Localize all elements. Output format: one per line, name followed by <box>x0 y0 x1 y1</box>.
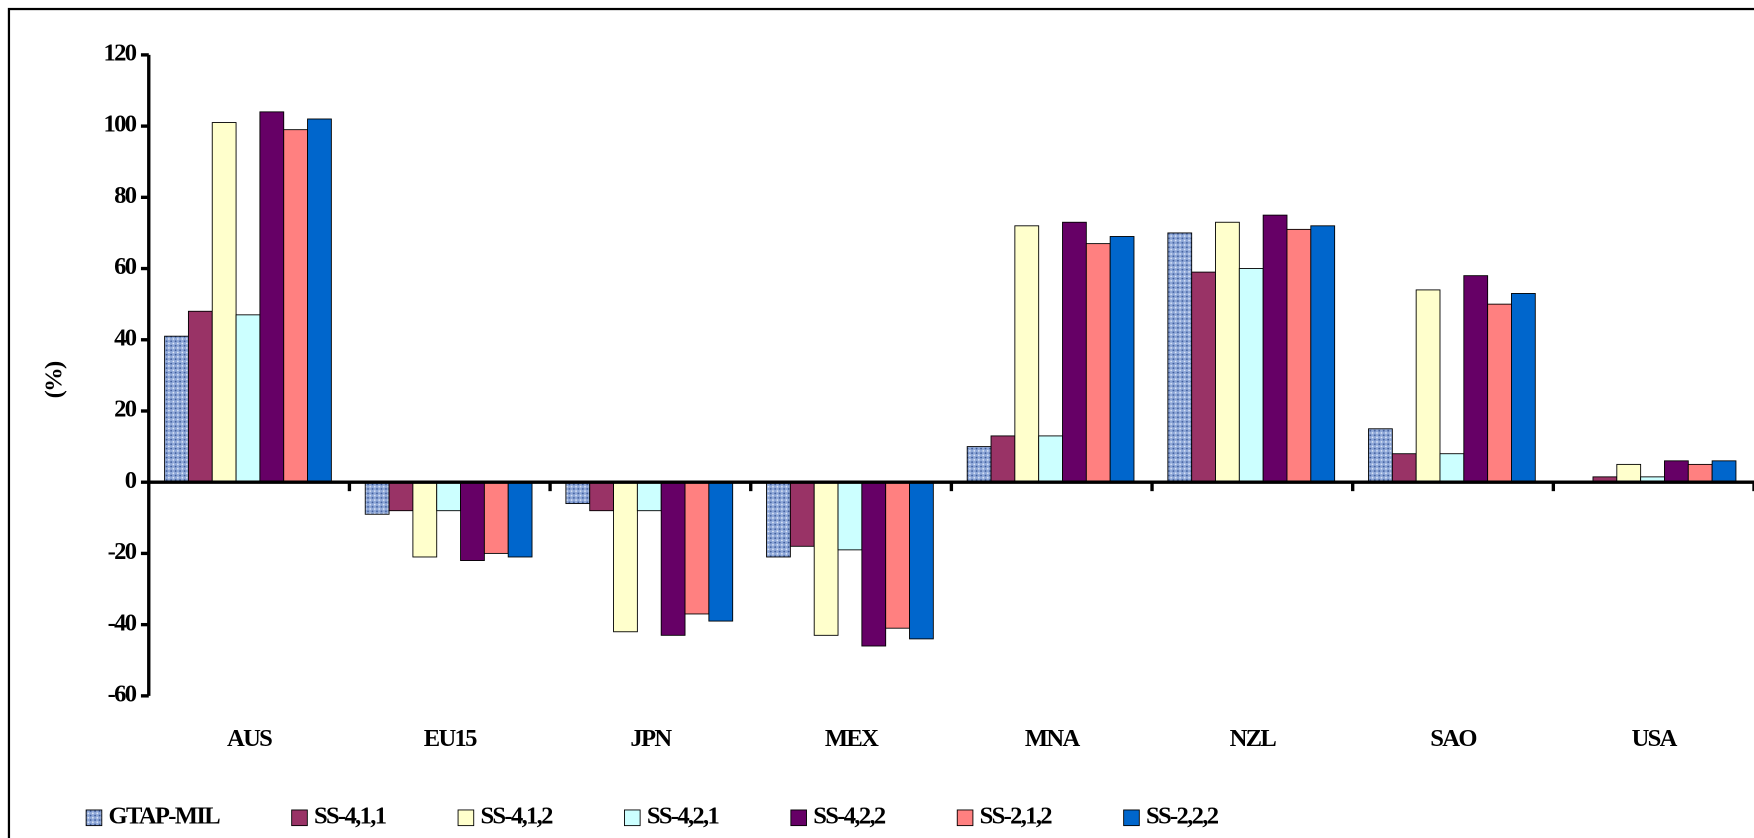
bar <box>1391 453 1417 483</box>
bar <box>1511 293 1536 483</box>
bar <box>885 481 910 629</box>
bar <box>1368 428 1393 483</box>
bar <box>589 481 614 512</box>
legend-label: SS-4,1,2 <box>480 802 553 829</box>
bar <box>460 481 485 561</box>
bar <box>1167 232 1193 483</box>
bar <box>909 481 934 640</box>
y-tick-label: 100 <box>103 111 136 138</box>
legend-label: SS-2,1,2 <box>980 802 1053 829</box>
y-tick-label: -40 <box>108 609 137 636</box>
bar <box>1310 225 1336 483</box>
legend-swatch <box>624 809 641 827</box>
bar <box>211 122 237 483</box>
y-tick-label: 20 <box>114 396 137 423</box>
legend-swatch <box>291 809 308 827</box>
bar <box>837 481 863 551</box>
bar <box>966 446 992 483</box>
bar <box>1687 463 1713 483</box>
bar <box>684 481 710 615</box>
legend-swatch <box>85 809 103 827</box>
bar <box>259 111 285 483</box>
bar <box>613 481 638 633</box>
bar <box>636 481 662 512</box>
y-tick-label: 60 <box>114 253 137 280</box>
legend-swatch <box>956 809 974 827</box>
x-tick-label: NZL <box>1230 725 1277 752</box>
legend-swatch <box>1123 809 1140 827</box>
bar <box>235 314 261 483</box>
y-tick-label: 80 <box>114 182 137 209</box>
legend-swatch <box>457 809 475 827</box>
bar <box>436 481 461 512</box>
bar <box>565 481 591 505</box>
bar <box>813 481 839 636</box>
bar <box>283 129 308 483</box>
bar <box>1616 463 1642 483</box>
bar <box>164 335 189 483</box>
bar <box>507 481 533 558</box>
bar <box>1191 271 1216 483</box>
bar <box>364 481 390 515</box>
bar <box>388 481 414 512</box>
legend-swatch <box>790 809 807 827</box>
y-tick-label: -20 <box>108 538 137 565</box>
y-axis-label: (%) <box>41 361 68 398</box>
bar <box>1215 221 1240 483</box>
bar <box>1014 225 1040 483</box>
y-tick-label: 120 <box>103 40 136 67</box>
bar <box>990 435 1016 483</box>
bar <box>861 481 887 647</box>
legend-label: GTAP-MIL <box>109 802 221 829</box>
bar <box>708 481 734 622</box>
x-tick-label: AUS <box>227 725 272 752</box>
bar <box>1238 268 1264 483</box>
bar <box>187 310 213 483</box>
x-tick-label: MEX <box>825 725 879 752</box>
legend-label: SS-2,2,2 <box>1146 802 1219 829</box>
bar <box>1109 236 1135 483</box>
bar <box>766 481 791 558</box>
bar <box>307 118 332 483</box>
bar <box>1085 243 1111 483</box>
bar <box>1038 435 1063 483</box>
bar <box>1487 303 1512 483</box>
bar <box>1262 214 1288 483</box>
x-tick-label: JPN <box>630 725 672 752</box>
x-tick-label: SAO <box>1430 725 1476 752</box>
bar <box>1286 228 1312 483</box>
y-tick-label: -60 <box>108 680 137 707</box>
x-tick-label: MNA <box>1025 725 1081 752</box>
bar <box>1062 221 1087 483</box>
legend-label: SS-4,2,2 <box>813 802 886 829</box>
bar <box>660 481 686 636</box>
y-tick-label: 40 <box>114 324 137 351</box>
bar <box>789 481 815 547</box>
legend-label: SS-4,2,1 <box>647 802 720 829</box>
bar <box>483 481 509 554</box>
x-tick-label: USA <box>1632 725 1678 752</box>
y-tick-label: 0 <box>125 467 137 494</box>
bar <box>1463 275 1489 483</box>
bar <box>1664 460 1689 483</box>
bar <box>412 481 438 558</box>
bar <box>1711 460 1737 483</box>
legend-label: SS-4,1,1 <box>314 802 387 829</box>
bar <box>1415 289 1441 483</box>
x-tick-label: EU15 <box>424 725 477 752</box>
bar <box>1439 453 1465 483</box>
